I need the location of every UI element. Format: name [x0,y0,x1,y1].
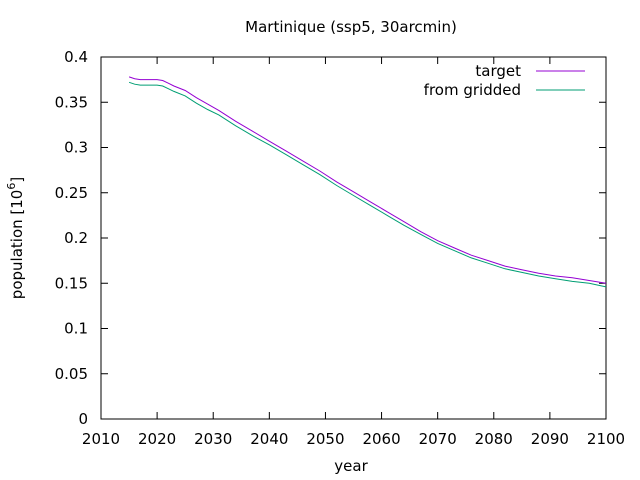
y-axis-label: population [106] [5,177,26,299]
y-axis-label-exponent: 6 [5,183,18,190]
x-tick-label: 2060 [362,430,400,448]
series-line-target [128,76,607,284]
y-tick-label: 0.05 [55,365,88,383]
x-tick-label: 2050 [306,430,344,448]
y-tick-label: 0.35 [55,93,88,111]
y-axis-label-close: ] [8,177,26,183]
x-tick-label: 2090 [531,430,569,448]
x-tick-label: 2040 [250,430,288,448]
y-tick-label: 0 [78,410,88,428]
x-axis-label: year [334,457,368,475]
legend: target from gridded [424,62,585,99]
x-tick-label: 2020 [138,430,176,448]
y-axis-ticks: 0 0.05 0.1 0.15 0.2 0.25 0.3 0.35 0.4 [55,48,606,428]
chart-title: Martinique (ssp5, 30arcmin) [245,18,457,36]
legend-label-from-gridded: from gridded [424,81,521,99]
plot-frame [100,56,607,420]
y-tick-label: 0.1 [64,320,88,338]
legend-label-target: target [475,62,521,80]
series-line-from-gridded [128,81,607,288]
x-tick-label: 2100 [587,430,625,448]
y-tick-label: 0.2 [64,229,88,247]
x-axis-ticks: 2010 2020 2030 2040 2050 2060 2070 2080 2090 2100 [82,57,625,448]
y-tick-label: 0.15 [55,274,88,292]
y-tick-label: 0.4 [64,48,88,66]
series-lines [128,76,607,288]
y-tick-label: 0.25 [55,184,88,202]
x-tick-label: 2010 [82,430,120,448]
x-tick-label: 2030 [194,430,232,448]
x-tick-label: 2080 [475,430,513,448]
y-axis-label-main: population [10 [8,190,26,300]
y-tick-label: 0.3 [64,139,88,157]
x-tick-label: 2070 [419,430,457,448]
